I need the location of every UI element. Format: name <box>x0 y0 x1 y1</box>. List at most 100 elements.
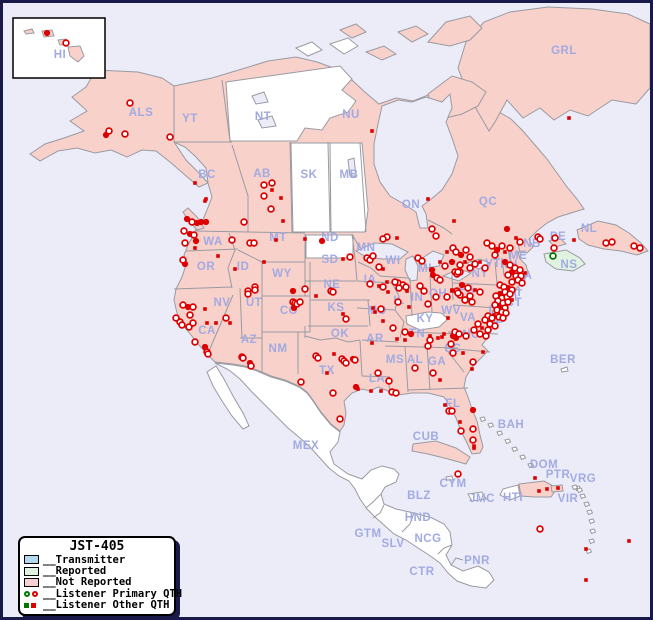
island-speck <box>504 438 512 445</box>
region-newfoundland <box>576 220 649 256</box>
region-label-wy: WY <box>272 268 292 280</box>
region-label-bc: BC <box>198 169 216 181</box>
listener-primary-marker <box>469 436 477 444</box>
listener-primary-marker <box>481 264 489 272</box>
listener-primary-marker <box>536 235 544 243</box>
region-label-sk: SK <box>301 169 318 181</box>
region-label-ns: NS <box>561 259 578 271</box>
listener-other-marker <box>556 486 560 490</box>
listener-primary-marker <box>379 235 387 243</box>
listener-other-marker <box>204 197 208 201</box>
region-mexico-centam <box>214 362 495 589</box>
listener-primary-marker <box>189 303 197 311</box>
region-cuba <box>411 440 471 465</box>
region-label-cym: CYM <box>439 478 466 490</box>
listener-primary-marker <box>454 268 462 276</box>
listener-other-marker <box>461 351 465 355</box>
listener-primary-marker <box>602 239 610 247</box>
border-line <box>361 339 399 343</box>
island-speck <box>496 430 504 437</box>
listener-other-marker <box>446 316 450 320</box>
listener-primary-marker <box>471 260 479 268</box>
region-label-vir: VIR <box>558 493 579 505</box>
listener-primary-marker <box>481 316 489 324</box>
listener-cluster-marker <box>43 29 51 37</box>
region-label-ptr: PTR <box>546 469 571 481</box>
listener-primary-marker <box>491 322 499 330</box>
listener-cluster-marker <box>202 218 210 226</box>
listener-primary-marker <box>456 261 464 269</box>
listener-primary-marker <box>476 288 484 296</box>
region-label-hnd: HND <box>405 512 431 524</box>
border-line <box>195 230 306 234</box>
listener-primary-marker <box>504 271 512 279</box>
border-line <box>401 512 415 533</box>
listener-other-marker <box>436 336 440 340</box>
listener-primary-marker <box>301 285 309 293</box>
listener-primary-marker <box>166 133 174 141</box>
listener-primary-marker <box>488 242 496 250</box>
border-line <box>361 375 391 378</box>
border-line <box>289 141 293 233</box>
region-label-nt: NT <box>255 111 271 123</box>
listener-primary-marker <box>179 256 187 264</box>
island-speck <box>583 501 591 508</box>
region-cayman <box>445 475 454 481</box>
listener-primary-marker <box>457 427 465 435</box>
listener-primary-marker <box>447 340 455 348</box>
listener-primary-marker <box>105 127 113 135</box>
border-line <box>437 544 453 555</box>
region-label-fl: FL <box>445 398 460 410</box>
region-nt <box>225 65 357 142</box>
listener-primary-marker <box>181 239 189 247</box>
island-speck <box>586 509 594 516</box>
region-label-ar: AR <box>366 333 384 345</box>
listener-primary-marker <box>429 369 437 377</box>
listener-other-marker <box>203 307 207 311</box>
great-slave-lake <box>257 115 277 129</box>
listener-primary-marker <box>436 276 444 284</box>
listener-cluster-marker <box>289 287 297 295</box>
listener-other-marker <box>481 350 485 354</box>
listener-primary-marker <box>178 321 186 329</box>
listener-primary-marker <box>424 342 432 350</box>
listener-other-marker <box>428 334 432 338</box>
listener-markers <box>43 29 644 582</box>
listener-other-marker <box>281 219 285 223</box>
border-line <box>231 144 249 232</box>
region-alaska <box>29 69 209 188</box>
listener-primary-marker <box>443 293 451 301</box>
listener-other-marker <box>473 288 477 292</box>
listener-primary-marker <box>374 369 382 377</box>
listener-primary-marker <box>441 262 449 270</box>
border-line <box>237 249 263 263</box>
listener-other-marker <box>270 188 274 192</box>
island-specks <box>479 416 597 555</box>
listener-primary-marker <box>518 279 526 287</box>
region-label-mt: MT <box>269 232 287 244</box>
listener-other-marker <box>584 578 588 582</box>
region-label-or: OR <box>197 261 215 273</box>
listener-other-marker <box>523 271 527 275</box>
listener-other-marker <box>438 378 442 382</box>
listener-other-marker <box>567 116 571 120</box>
region-mb <box>329 142 369 233</box>
listener-other-marker <box>480 326 484 330</box>
border-line <box>365 493 382 509</box>
listener-other-marker <box>303 237 307 241</box>
legend-swatch-reported <box>24 566 39 576</box>
listener-primary-marker <box>186 311 194 319</box>
listener-primary-marker <box>432 232 440 240</box>
hudson-bay <box>373 92 459 229</box>
listener-primary-marker <box>491 251 499 259</box>
region-baja <box>206 365 250 430</box>
hawaii-islands <box>67 45 85 63</box>
region-label-qc: QC <box>479 196 497 208</box>
listener-other-marker <box>472 446 476 450</box>
listener-primary-marker <box>342 315 350 323</box>
border-line <box>452 304 498 309</box>
listener-primary-marker <box>329 389 337 397</box>
region-label-wa: WA <box>203 236 223 248</box>
listener-primary-marker <box>336 415 344 423</box>
region-label-ber: BER <box>550 354 576 366</box>
